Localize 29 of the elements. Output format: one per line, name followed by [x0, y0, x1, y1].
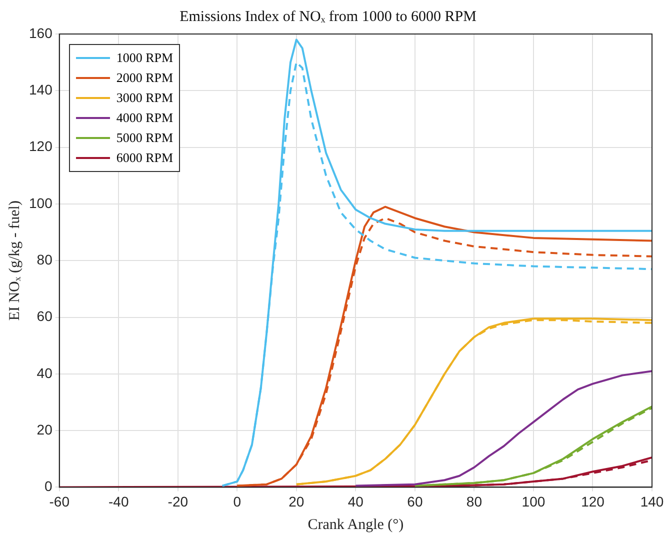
x-tick-label: -60	[49, 493, 70, 510]
legend-label: 5000 RPM	[116, 130, 174, 146]
legend-label: 1000 RPM	[116, 50, 174, 66]
y-tick-label: 60	[36, 308, 53, 324]
legend-label: 4000 RPM	[116, 110, 174, 126]
y-tick-label: 20	[36, 421, 53, 438]
y-tick-label: 40	[36, 364, 53, 381]
x-axis-title: Crank Angle (°)	[308, 516, 404, 533]
legend-label: 3000 RPM	[116, 90, 174, 106]
y-tick-label: 100	[29, 194, 53, 211]
x-tick-label: 0	[233, 493, 242, 510]
y-tick-label: 140	[29, 82, 53, 98]
x-tick-label: -40	[108, 493, 129, 510]
x-tick-label: 140	[640, 493, 664, 510]
y-tick-label: 160	[29, 24, 53, 41]
y-tick-label: 80	[36, 251, 53, 268]
legend-label: 6000 RPM	[116, 150, 174, 166]
chart-title: Emissions Index of NOₓ from 1000 to 6000 RPM	[180, 8, 476, 25]
y-axis-title: EI NOₓ (g/kg - fuel)	[6, 200, 23, 321]
x-tick-label: 40	[348, 493, 364, 510]
x-tick-label: 100	[522, 493, 546, 510]
x-tick-label: 120	[581, 493, 605, 510]
x-tick-label: -20	[168, 493, 188, 510]
y-tick-label: 0	[44, 478, 53, 494]
legend-label: 2000 RPM	[116, 70, 174, 86]
y-tick-label: 120	[29, 138, 53, 154]
x-tick-label: 20	[288, 493, 304, 510]
x-tick-label: 80	[466, 493, 482, 510]
x-tick-label: 60	[407, 493, 423, 510]
